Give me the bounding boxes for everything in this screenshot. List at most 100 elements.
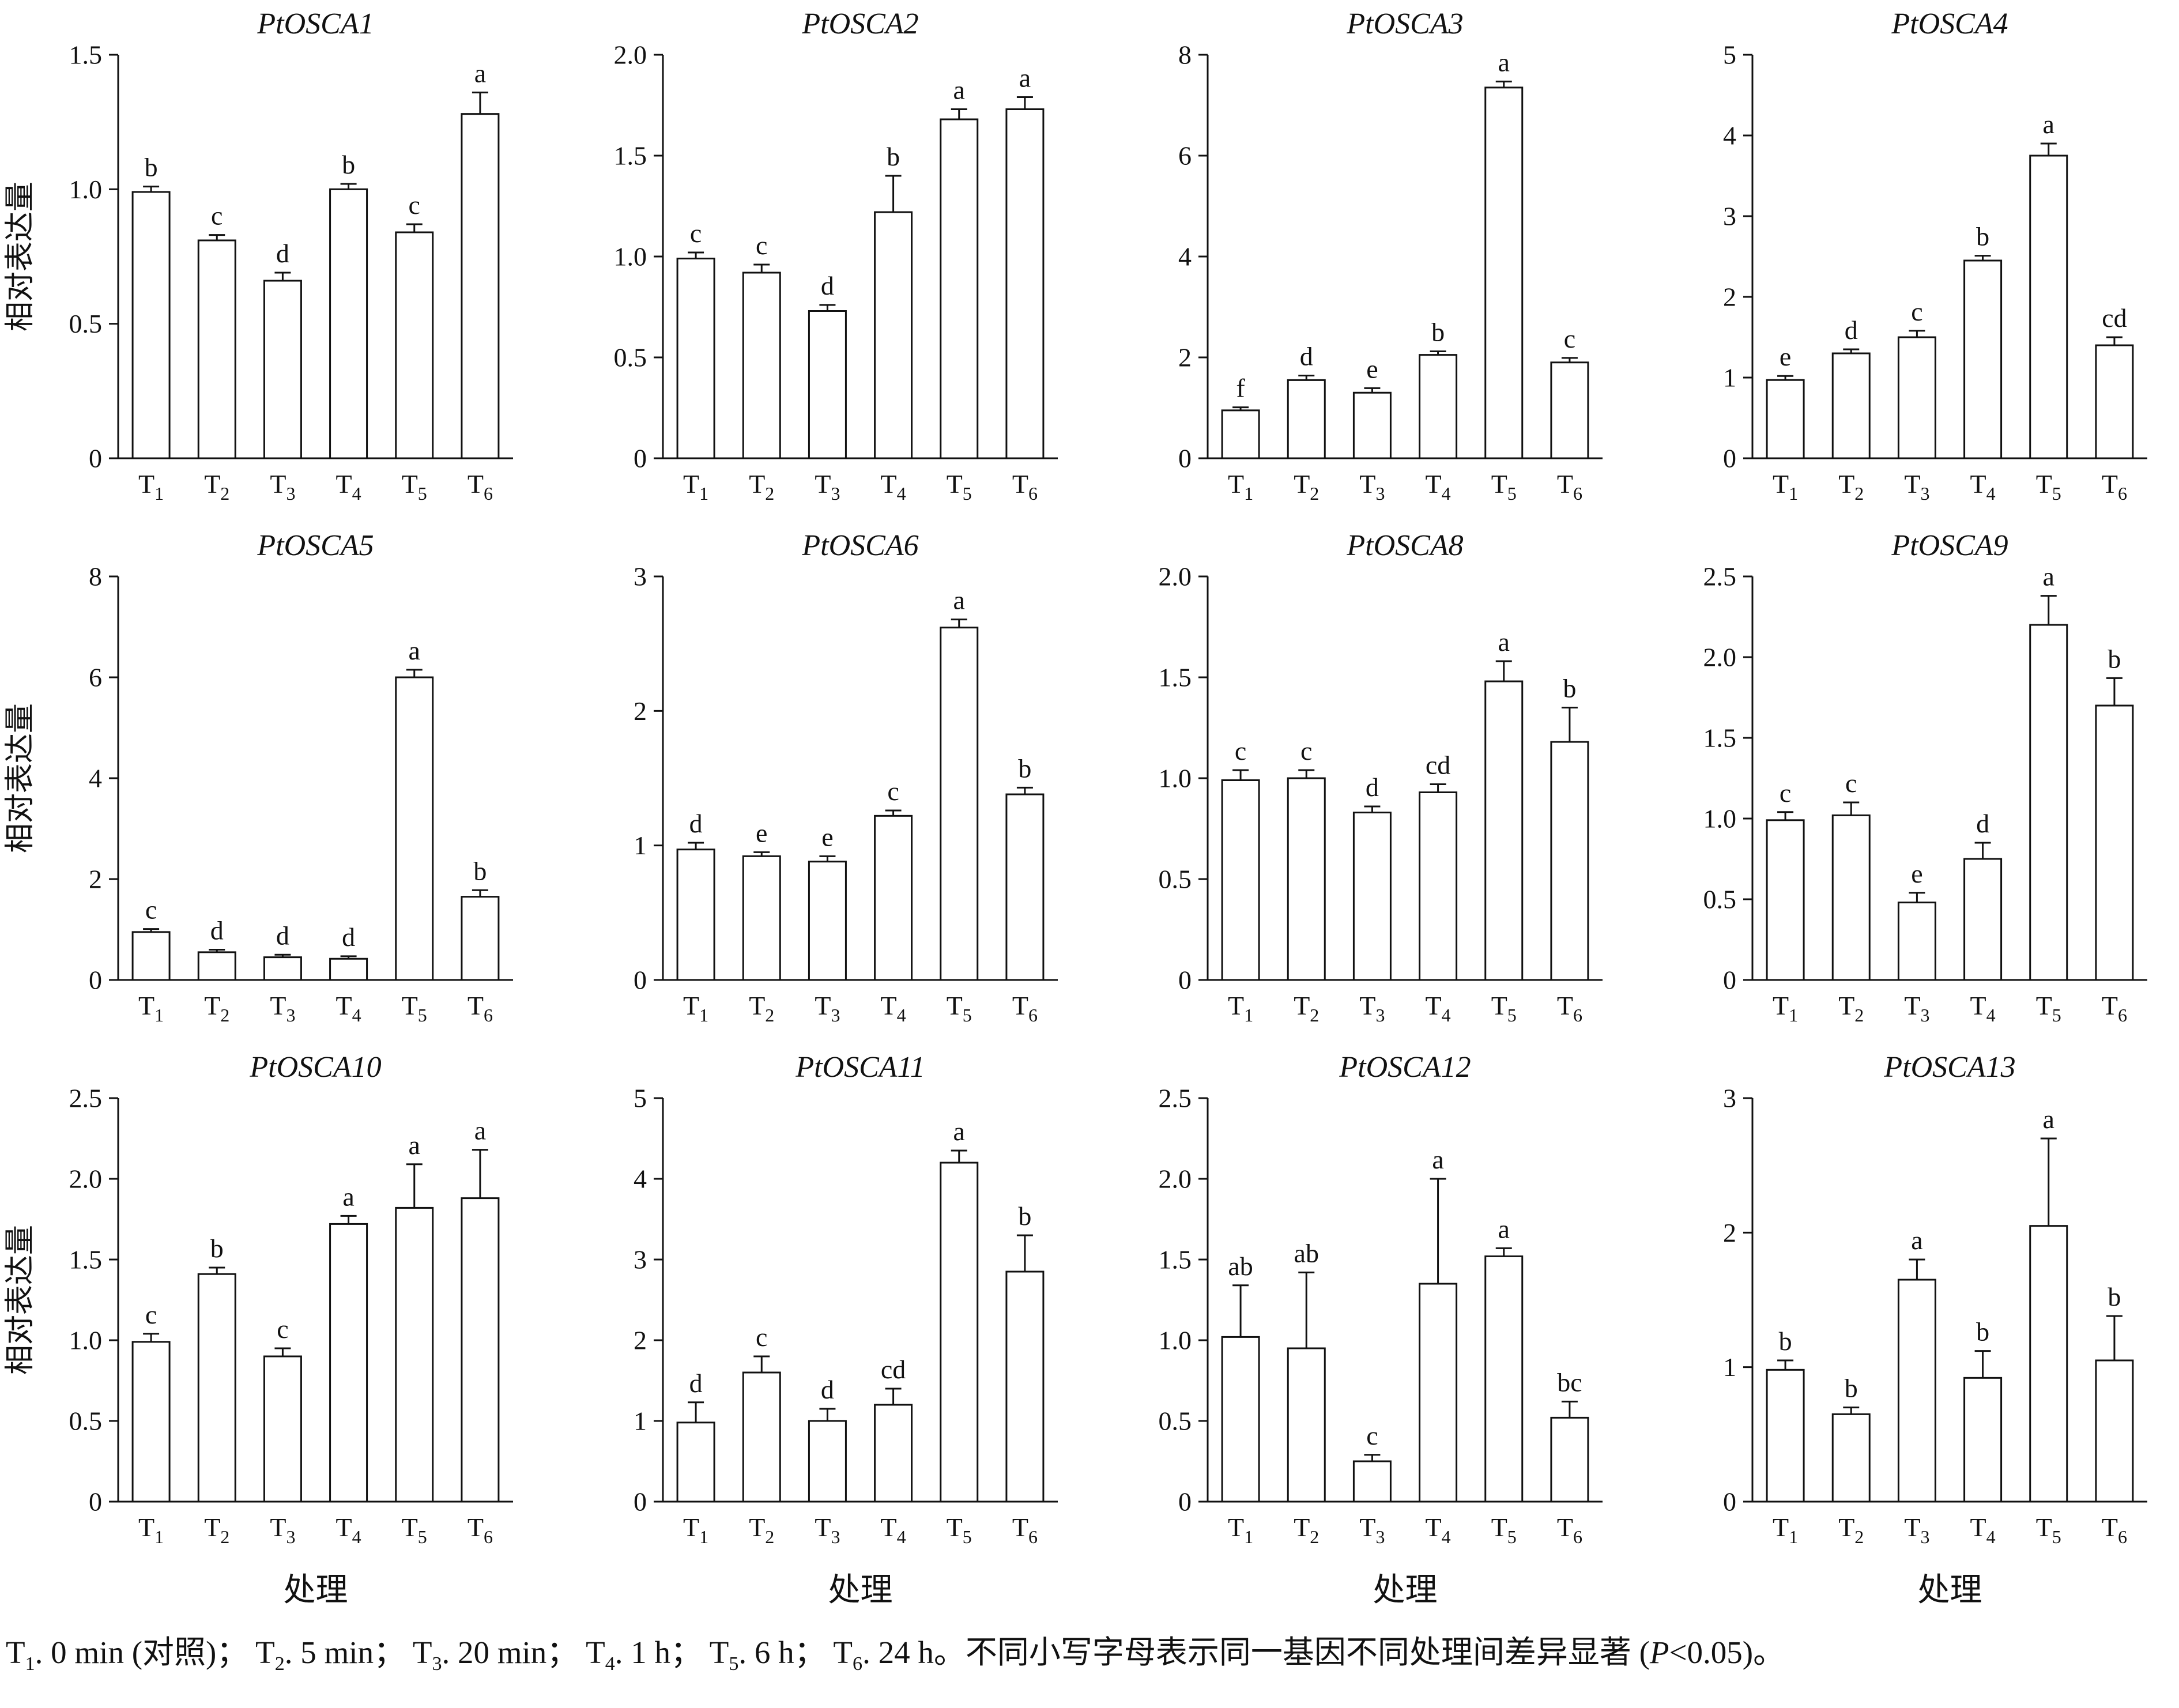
x-tick-label-T5: T5 [947, 1513, 972, 1547]
x-tick-label-T1: T1 [1228, 991, 1253, 1025]
axis-lines [1751, 55, 2147, 459]
sig-letter-T5: a [1498, 1214, 1510, 1243]
y-tick-label: 2 [1723, 282, 1736, 312]
bar-T2 [1831, 352, 1871, 459]
x-tick-label-T2: T2 [1838, 1513, 1864, 1547]
bar-T2 [197, 239, 236, 459]
chart-canvas-ptosca12: PtOSCA12 0 0.5 1.0 1.5 2.0 2.5 ab T1 ab T2 c T3 a T4 a T… [1159, 1051, 1603, 1608]
sig-letter-T1: f [1236, 374, 1245, 403]
y-tick-label: 2.0 [1159, 562, 1192, 591]
sig-letter-T1: e [1780, 342, 1791, 371]
sig-letter-T3: c [277, 1314, 288, 1344]
bar-T2 [1287, 379, 1326, 459]
sig-letter-T3: e [1366, 354, 1378, 383]
y-tick-label: 3 [634, 562, 647, 591]
bar-T6 [2095, 704, 2134, 981]
figure-caption: T1. 0 min (对照)； T2. 5 min； T3. 20 min； T… [0, 1623, 2179, 1675]
sig-letter-T5: a [953, 586, 965, 615]
sig-letter-T6: b [473, 856, 487, 885]
bar-T1 [676, 849, 715, 981]
y-tick-label: 1 [634, 831, 647, 860]
x-tick-label-T1: T1 [1228, 1513, 1253, 1547]
chart-canvas-ptosca2: PtOSCA2 0 0.5 1.0 1.5 2.0 c T1 c T2 d T3 b T4 a T5 a T6 [614, 7, 1058, 504]
x-tick-label-T6: T6 [2102, 1513, 2127, 1547]
caption-text: . 5 min； [284, 1635, 413, 1670]
sig-letter-T4: d [342, 922, 355, 952]
y-axis-label: 相对表达量 [4, 1225, 37, 1375]
bar-T2 [1831, 1413, 1871, 1503]
x-tick-label-T6: T6 [2102, 991, 2127, 1025]
x-tick-label-T6: T6 [1557, 1513, 1582, 1547]
x-tick-label-T1: T1 [683, 991, 708, 1025]
sig-letter-T5: a [1498, 47, 1510, 77]
bar-T5 [940, 627, 979, 981]
x-tick-label-T5: T5 [1491, 1513, 1517, 1547]
x-tick-label-T5: T5 [1491, 991, 1517, 1025]
y-tick-label: 0.5 [69, 309, 103, 338]
x-tick-label-T4: T4 [881, 469, 906, 504]
bar-T2 [1287, 777, 1326, 981]
sig-letter-T4: b [1976, 222, 1989, 251]
x-axis-label: 处理 [828, 1573, 893, 1608]
sig-letter-T6: a [474, 1116, 486, 1145]
y-tick-label: 4 [634, 1164, 647, 1194]
caption-text: . 20 min； [442, 1635, 586, 1670]
y-tick-label: 2.0 [69, 1164, 103, 1194]
caption-text: . 6 h； [738, 1635, 834, 1670]
sig-letter-T5: a [2043, 1104, 2054, 1134]
y-tick-label: 1 [1723, 1352, 1736, 1382]
x-tick-label-T5: T5 [402, 469, 427, 504]
subplot-ptosca5: PtOSCA5 0 2 4 6 8 c T1 d T2 d T3 d T4 a T5 b T6 相对表达量 [0, 522, 545, 1043]
bar-T2 [197, 1273, 236, 1503]
bar-T1 [1766, 1368, 1805, 1503]
sig-letter-T4: b [887, 142, 900, 171]
x-tick-label-T6: T6 [1557, 991, 1582, 1025]
caption-subscript: 4 [605, 1653, 615, 1675]
y-tick-label: 0.5 [1159, 865, 1192, 894]
chart-canvas-ptosca4: PtOSCA4 0 1 2 3 4 5 e T1 d T2 c T3 b T4 a T5 cd T6 [1723, 7, 2147, 504]
bar-T6 [2095, 344, 2134, 459]
y-tick-label: 0.5 [1703, 885, 1737, 914]
x-tick-label-T4: T4 [1970, 469, 1996, 504]
y-tick-label: 5 [634, 1084, 647, 1113]
y-tick-label: 0 [634, 1487, 647, 1517]
axis-lines [1207, 576, 1603, 981]
x-tick-label-T2: T2 [749, 469, 774, 504]
y-tick-label: 1.0 [1159, 1326, 1192, 1355]
y-tick-label: 2 [634, 1326, 647, 1355]
sig-letter-T4: d [1976, 809, 1989, 838]
bar-T6 [1005, 1270, 1045, 1503]
x-tick-label-T5: T5 [402, 991, 427, 1025]
y-tick-label: 3 [634, 1245, 647, 1275]
bar-T2 [197, 951, 236, 981]
sig-letter-T5: a [953, 76, 965, 105]
sig-letter-T1: c [690, 218, 702, 248]
sig-letter-T3: e [821, 822, 833, 851]
sig-letter-T2: c [211, 201, 223, 231]
caption-text: T [586, 1635, 605, 1670]
bar-T4 [874, 1404, 913, 1503]
bar-T4 [329, 188, 368, 459]
bar-T1 [1766, 379, 1805, 459]
bar-T3 [1897, 336, 1936, 459]
y-tick-label: 6 [89, 663, 102, 692]
caption-text: . 24 h。 [862, 1635, 966, 1670]
bar-T4 [1419, 791, 1458, 981]
bar-T6 [461, 1197, 500, 1503]
sig-letter-T6: b [1018, 753, 1031, 783]
chart-canvas-ptosca9: PtOSCA9 0 0.5 1.0 1.5 2.0 2.5 c T1 c T2 e T3 d T4 a T5 b T… [1703, 529, 2147, 1025]
bar-T3 [808, 1420, 847, 1503]
chart-title: PtOSCA6 [801, 529, 918, 562]
chart-canvas-ptosca13: PtOSCA13 0 1 2 3 b T1 b T2 a T3 b T4 a T5 b T6 处理 [1723, 1051, 2147, 1608]
x-tick-label-T1: T1 [138, 1513, 164, 1547]
bar-T5 [2029, 1225, 2068, 1503]
sig-letter-T1: c [145, 1300, 157, 1329]
x-tick-label-T2: T2 [1838, 991, 1864, 1025]
subplot-ptosca4: PtOSCA4 0 1 2 3 4 5 e T1 d T2 c T3 b T4 a T5 cd T6 [1634, 0, 2179, 522]
y-tick-label: 3 [1723, 202, 1736, 231]
y-tick-label: 2.5 [69, 1084, 103, 1113]
bar-T5 [395, 676, 434, 981]
sig-letter-T4: c [887, 776, 899, 806]
x-tick-label-T3: T3 [1904, 469, 1929, 504]
